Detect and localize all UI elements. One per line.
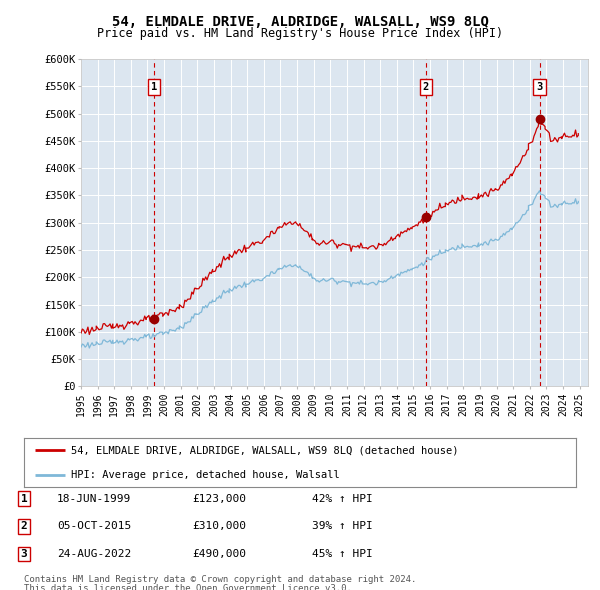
Text: 54, ELMDALE DRIVE, ALDRIDGE, WALSALL, WS9 8LQ: 54, ELMDALE DRIVE, ALDRIDGE, WALSALL, WS… — [112, 15, 488, 29]
Text: £123,000: £123,000 — [192, 494, 246, 503]
Text: Price paid vs. HM Land Registry's House Price Index (HPI): Price paid vs. HM Land Registry's House … — [97, 27, 503, 40]
Text: 45% ↑ HPI: 45% ↑ HPI — [312, 549, 373, 559]
Text: 1: 1 — [20, 494, 28, 503]
Text: 3: 3 — [536, 82, 542, 92]
Text: 42% ↑ HPI: 42% ↑ HPI — [312, 494, 373, 503]
Text: 2: 2 — [423, 82, 429, 92]
Text: 05-OCT-2015: 05-OCT-2015 — [57, 522, 131, 531]
Text: 2: 2 — [20, 522, 28, 531]
Text: 54, ELMDALE DRIVE, ALDRIDGE, WALSALL, WS9 8LQ (detached house): 54, ELMDALE DRIVE, ALDRIDGE, WALSALL, WS… — [71, 445, 458, 455]
Text: 39% ↑ HPI: 39% ↑ HPI — [312, 522, 373, 531]
Text: £310,000: £310,000 — [192, 522, 246, 531]
Text: 3: 3 — [20, 549, 28, 559]
Text: Contains HM Land Registry data © Crown copyright and database right 2024.: Contains HM Land Registry data © Crown c… — [24, 575, 416, 584]
Text: £490,000: £490,000 — [192, 549, 246, 559]
Text: HPI: Average price, detached house, Walsall: HPI: Average price, detached house, Wals… — [71, 470, 340, 480]
Text: This data is licensed under the Open Government Licence v3.0.: This data is licensed under the Open Gov… — [24, 584, 352, 590]
Text: 1: 1 — [151, 82, 158, 92]
Text: 24-AUG-2022: 24-AUG-2022 — [57, 549, 131, 559]
Text: 18-JUN-1999: 18-JUN-1999 — [57, 494, 131, 503]
